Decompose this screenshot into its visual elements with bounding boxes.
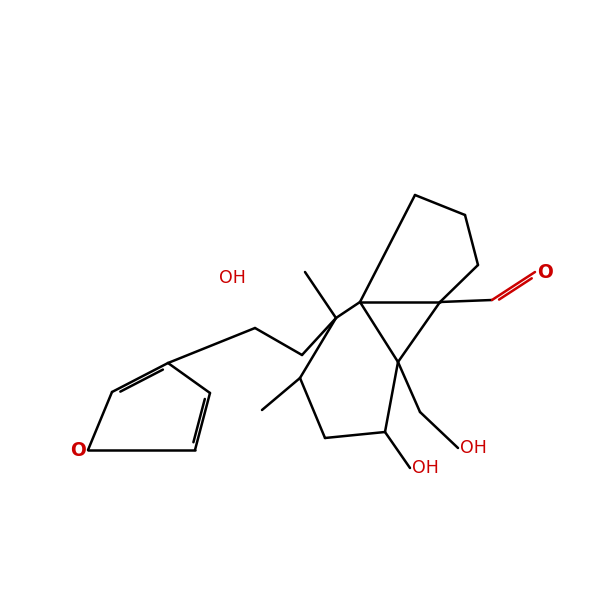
Text: OH: OH bbox=[412, 459, 439, 477]
Text: OH: OH bbox=[460, 439, 487, 457]
Text: OH: OH bbox=[218, 269, 245, 287]
Text: O: O bbox=[70, 440, 86, 460]
Text: O: O bbox=[537, 263, 553, 281]
